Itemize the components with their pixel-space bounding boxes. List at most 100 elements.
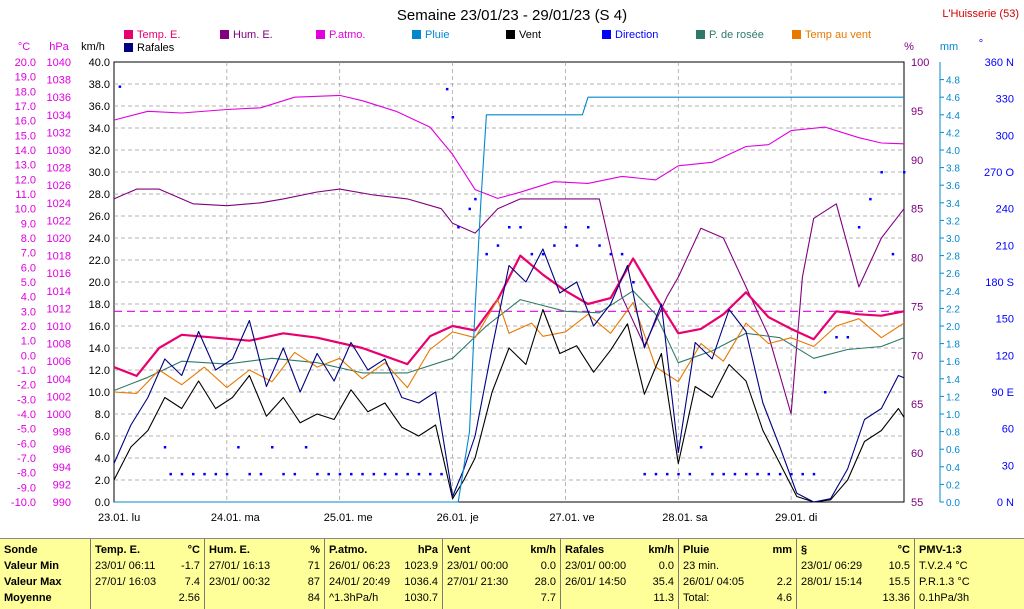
direction-tick-label: 120 [996, 350, 1014, 362]
direction-point [530, 252, 534, 256]
summary-column-unit: km/h [530, 544, 556, 556]
direction-point [812, 472, 816, 476]
summary-cell-value: 71 [307, 560, 320, 572]
legend-label: Temp. E. [137, 29, 180, 41]
rain-axis-unit: mm [940, 41, 958, 53]
direction-point [722, 472, 725, 476]
temp-tick-label: -4.0 [17, 409, 36, 421]
summary-cell-row: ^1.3hPa/h 1030.7 [329, 590, 438, 606]
direction-point [316, 472, 319, 476]
humidity-tick-label: 65 [911, 399, 923, 411]
rain-tick-label: 1.6 [946, 357, 960, 368]
direction-point [699, 446, 703, 449]
direction-point [282, 472, 285, 476]
legend-swatch [506, 30, 515, 39]
summary-cell-value: 0.0 [658, 560, 674, 572]
wind-tick-label: 34.0 [89, 123, 110, 135]
rain-tick-label: 3.4 [946, 199, 960, 210]
direction-point [891, 252, 895, 256]
humidity-tick-label: 100 [911, 57, 929, 69]
wind-tick-label: 40.0 [89, 57, 110, 69]
legend-label: Pluie [425, 29, 449, 41]
temp-tick-label: 0.0 [21, 350, 36, 362]
summary-column-header: Vent km/h [447, 542, 556, 558]
temp-tick-label: -9.0 [17, 482, 36, 494]
summary-column: § °C 23/01/ 06:29 10.5 28/01/ 15:14 15.5 13.36 [796, 539, 914, 609]
pressure-tick-label: 1032 [47, 127, 71, 139]
rain-tick-label: 4.6 [946, 93, 960, 104]
summary-cell-value: 2.2 [776, 576, 792, 588]
summary-cell-row: 28/01/ 15:14 15.5 [801, 574, 910, 590]
wind-tick-label: 26.0 [89, 211, 110, 223]
summary-column: Vent km/h 23/01/ 00:00 0.0 27/01/ 21:30 28.0 7… [442, 539, 560, 609]
weather-chart: Semaine 23/01/23 - 29/01/23 (S 4) L'Huiss… [11, 7, 1019, 524]
series-line [113, 188, 905, 415]
summary-column-unit: hPa [417, 544, 438, 556]
direction-point [203, 472, 206, 476]
summary-cell-value: 10.5 [888, 560, 910, 572]
rain-tick-label: 4.0 [946, 146, 960, 157]
summary-cell-row: 23/01/ 00:00 0.0 [447, 558, 556, 574]
pressure-tick-label: 1006 [47, 356, 71, 368]
direction-point [609, 252, 613, 256]
series-line [113, 248, 905, 503]
legend-swatch [696, 30, 705, 39]
direction-point [790, 472, 793, 476]
rain-tick-label: 3.6 [946, 181, 960, 192]
direction-point [541, 252, 545, 256]
summary-cell-row: 23 min. [683, 558, 792, 574]
direction-tick-label: 0 N [997, 497, 1014, 509]
summary-cell-value: 1036.4 [404, 576, 438, 588]
wind-tick-label: 30.0 [89, 167, 110, 179]
direction-point [846, 336, 850, 339]
rain-tick-label: 3.2 [946, 216, 960, 227]
direction-point [880, 171, 883, 174]
direction-point [451, 116, 455, 119]
summary-column-header: P.atmo. hPa [329, 542, 438, 558]
pressure-tick-label: 1016 [47, 268, 71, 280]
summary-column-unit: °C [187, 544, 200, 556]
summary-cell-value: 35.4 [652, 576, 674, 588]
temp-tick-label: 7.0 [21, 248, 36, 260]
humidity-tick-label: 70 [911, 350, 923, 362]
summary-cell-row: 0.1hPa/3h [919, 590, 1020, 606]
rain-tick-label: 4.8 [946, 76, 960, 87]
rain-tick-label: 2.2 [946, 304, 960, 315]
pressure-tick-label: 1040 [47, 57, 71, 69]
summary-cell-row: 26/01/ 14:50 35.4 [565, 574, 674, 590]
temp-tick-label: -2.0 [17, 380, 36, 392]
summary-cell-row: 7.7 [447, 590, 556, 606]
location-label: L'Huisserie (53) [942, 8, 1019, 20]
direction-tick-label: 240 [996, 204, 1014, 216]
summary-cell-time: ^1.3hPa/h [329, 592, 379, 604]
summary-column-header: PMV-1:3 [919, 542, 1020, 558]
temp-tick-label: 15.0 [15, 130, 36, 142]
x-tick-label: 25.01. me [324, 512, 373, 524]
pressure-tick-label: 1012 [47, 303, 71, 315]
summary-column-title: § [801, 544, 808, 556]
summary-column: Temp. E. °C 23/01/ 06:11 -1.7 27/01/ 16:03 7.… [90, 539, 204, 609]
legend-swatch [792, 30, 801, 39]
summary-column-header: Hum. E.% [209, 542, 320, 558]
summary-cell-row: 27/01/ 16:13 71 [209, 558, 320, 574]
summary-panel: Sonde Valeur Min Valeur Max Moyenne Temp… [0, 538, 1024, 609]
summary-label-sonde: Sonde [4, 544, 38, 556]
direction-tick-label: 270 O [984, 167, 1014, 179]
temp-tick-label: 17.0 [15, 101, 36, 113]
pressure-tick-label: 1020 [47, 233, 71, 245]
summary-cell-row: 24/01/ 20:49 1036.4 [329, 574, 438, 590]
legend-label: Hum. E. [233, 29, 273, 41]
direction-point [903, 171, 906, 174]
direction-point [496, 244, 500, 247]
pressure-tick-label: 1004 [47, 374, 71, 386]
wind-tick-label: 24.0 [89, 233, 110, 245]
summary-cell-value: 28.0 [534, 576, 556, 588]
summary-cell-row: 2.56 [95, 590, 200, 606]
wind-tick-label: 38.0 [89, 79, 110, 91]
summary-cell-value: 1023.9 [404, 560, 438, 572]
summary-cell-value: 13.36 [882, 592, 910, 604]
summary-cell-time: 23 min. [683, 560, 720, 572]
wind-tick-label: 28.0 [89, 189, 110, 201]
summary-cell-value: 1030.7 [404, 592, 438, 604]
direction-point [519, 226, 522, 229]
